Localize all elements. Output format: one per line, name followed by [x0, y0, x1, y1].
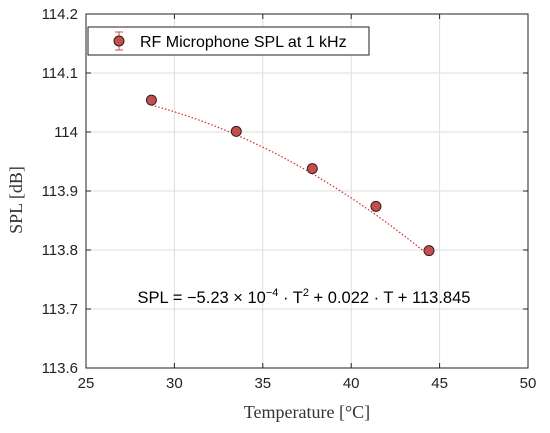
fit-equation-part-1: SPL = −5.23 × 10 — [138, 289, 266, 307]
x-axis-label: Temperature [°C] — [244, 402, 370, 422]
data-point — [370, 200, 382, 212]
legend-marker — [113, 35, 125, 47]
grid — [85, 13, 529, 369]
legend: RF Microphone SPL at 1 kHz — [87, 26, 370, 56]
data-points — [145, 94, 435, 257]
fit-equation-exponent-2: 2 — [303, 287, 309, 299]
x-tick-label: 40 — [343, 375, 360, 392]
y-axis-label: SPL [dB] — [6, 166, 26, 234]
y-tick-label: 114.2 — [42, 6, 78, 23]
y-tick-label: 114.1 — [42, 65, 78, 82]
y-tick-label: 113.7 — [42, 301, 78, 318]
data-point — [423, 245, 435, 257]
data-point — [230, 125, 242, 137]
x-tick-label: 50 — [520, 375, 537, 392]
y-tick-label: 113.9 — [42, 183, 78, 200]
y-tick-label: 113.8 — [42, 242, 78, 259]
data-point — [306, 163, 318, 175]
fit-equation-part-2: · T — [278, 289, 302, 307]
x-tick-label: 25 — [78, 375, 95, 392]
legend-box — [87, 26, 370, 56]
data-point — [145, 94, 157, 106]
legend-label: RF Microphone SPL at 1 kHz — [140, 34, 347, 51]
fit-equation: SPL = −5.23 × 10−4 · T2 + 0.022 · T + 11… — [138, 287, 471, 307]
axis-ticks: 25 30 35 40 45 50 113.6 113.7 113.8 113.9 114 114.1… — [42, 6, 537, 392]
fit-equation-exponent-1: −4 — [266, 287, 279, 299]
x-tick-label: 45 — [431, 375, 448, 392]
fit-curve — [151, 104, 430, 256]
x-tick-label: 30 — [166, 375, 183, 392]
fit-curve-group — [151, 104, 430, 256]
x-tick-label: 35 — [254, 375, 271, 392]
y-tick-label: 113.6 — [42, 360, 78, 377]
fit-equation-part-3: + 0.022 · T + 113.845 — [309, 289, 470, 307]
y-tick-label: 114 — [54, 124, 78, 141]
